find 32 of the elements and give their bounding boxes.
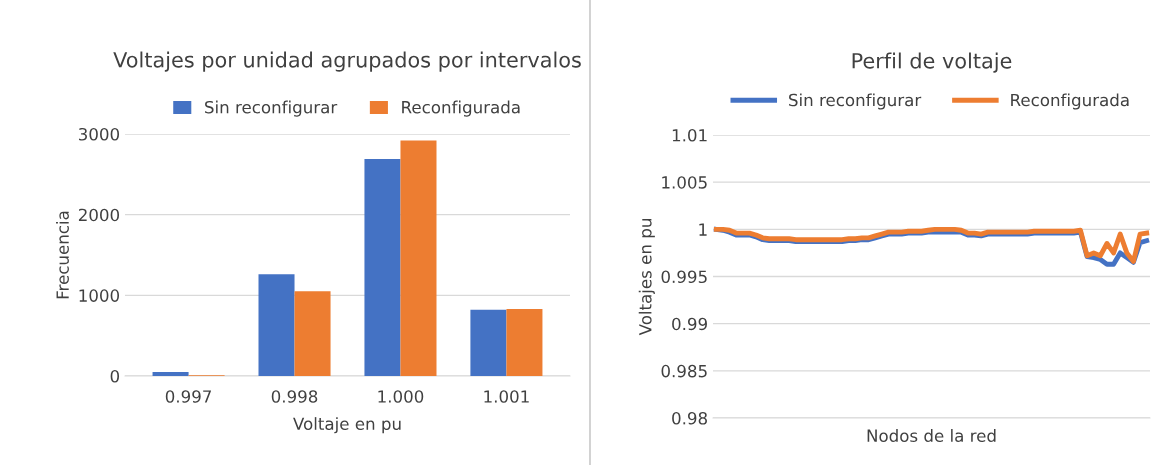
bar [258, 274, 295, 376]
bar [364, 159, 401, 376]
y-tick-label: 0.98 [672, 411, 707, 425]
y-tick-label: 1.01 [672, 128, 707, 142]
legend-label: Reconfigurada [1011, 93, 1129, 110]
bar [294, 291, 331, 376]
y-tick-label: 0.995 [661, 270, 707, 284]
x-axis-title: Voltaje en pu [293, 417, 401, 434]
x-tick-label: 0.998 [271, 390, 318, 403]
bar [470, 309, 507, 376]
y-axis-title: Frecuencia [56, 211, 69, 299]
y-tick-label: 0.99 [672, 317, 707, 331]
chart-title: Perfil de voltaje [852, 52, 1012, 73]
y-tick-label: 3000 [78, 127, 120, 141]
x-tick-label: 0.997 [165, 390, 211, 403]
y-tick-label: 0.985 [661, 364, 707, 378]
y-tick-label: 1.005 [662, 176, 707, 189]
x-axis-title: Nodos de la red [867, 429, 996, 443]
y-axis-title: Voltajes en pu [638, 219, 655, 336]
y-tick-label: 0 [110, 369, 120, 383]
chart-title: Voltajes por unidad agrupados por intervalos [113, 51, 581, 72]
x-tick-label: 1.001 [484, 390, 529, 403]
bar [506, 309, 543, 376]
y-tick-label: 1000 [79, 289, 120, 302]
y-tick-label: 1 [699, 223, 707, 236]
y-tick-label: 2000 [78, 208, 120, 222]
bar [152, 371, 189, 376]
bar [400, 140, 437, 376]
legend-label: Reconfigurada [402, 100, 520, 117]
x-tick-label: 1.000 [378, 390, 424, 403]
legend-label: Sin reconfigurar [205, 100, 338, 117]
legend-label: Sin reconfigurar [789, 93, 922, 110]
